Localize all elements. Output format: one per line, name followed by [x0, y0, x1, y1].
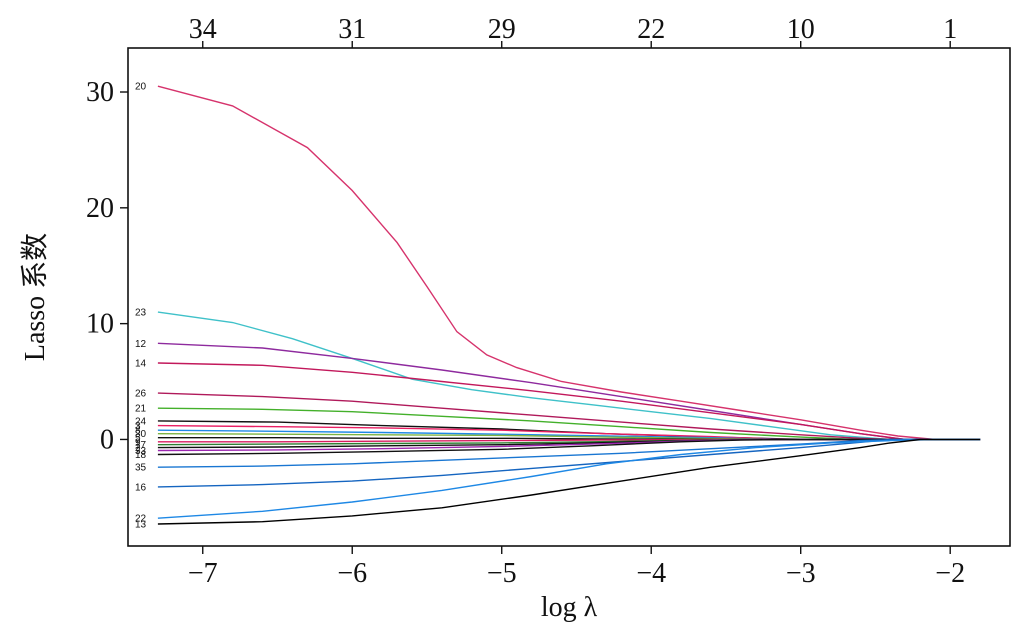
x-axis-bottom: −7 −6 −5 −4 −3 −2 — [188, 546, 965, 589]
coefficient-label-9: 9 — [135, 437, 141, 448]
coefficient-label-35: 35 — [135, 463, 147, 474]
x-axis-top: 34 31 29 22 10 1 — [189, 14, 957, 48]
top-tick-label: 31 — [338, 14, 366, 45]
coefficient-path-22 — [157, 438, 981, 519]
coefficient-path-18 — [157, 438, 981, 456]
series-layer — [157, 85, 981, 525]
coefficient-label-26: 26 — [135, 389, 147, 400]
coefficient-label-21: 21 — [135, 404, 147, 415]
x-tick-label: −4 — [636, 558, 666, 589]
coefficient-path-14 — [157, 362, 981, 441]
x-axis-title: log λ — [541, 592, 598, 623]
coefficient-path-23 — [157, 311, 981, 441]
coefficient-label-18: 18 — [135, 450, 147, 461]
coefficient-label-14: 14 — [135, 359, 147, 370]
coefficient-label-12: 12 — [135, 339, 147, 350]
x-tick-label: −5 — [487, 558, 517, 589]
y-tick-label: 30 — [86, 77, 114, 108]
coefficient-label-30: 30 — [135, 429, 147, 440]
coefficient-label-17: 17 — [135, 440, 147, 451]
y-tick-label: 10 — [86, 309, 114, 340]
x-tick-label: −2 — [935, 558, 965, 589]
x-tick-label: −6 — [337, 558, 367, 589]
plot-frame — [127, 47, 1011, 547]
x-tick-label: −3 — [786, 558, 816, 589]
coefficient-label-24: 24 — [135, 416, 147, 427]
coefficient-label-2: 2 — [135, 443, 141, 454]
coefficient-label-22: 22 — [135, 514, 147, 525]
coefficient-label-23: 23 — [135, 308, 147, 319]
y-axis: 0 10 20 30 — [86, 77, 128, 455]
coefficient-label-20: 20 — [135, 82, 147, 93]
coefficient-path-20 — [157, 85, 981, 441]
coefficient-path-13 — [157, 438, 981, 525]
x-tick-label: −7 — [188, 558, 218, 589]
top-tick-label: 1 — [943, 14, 957, 45]
coefficient-label-13: 13 — [135, 519, 147, 530]
y-tick-label: 0 — [100, 424, 114, 455]
coefficient-label-8: 8 — [135, 426, 141, 437]
top-tick-label: 34 — [189, 14, 217, 45]
coefficient-label-5: 5 — [135, 433, 141, 444]
y-tick-label: 20 — [86, 193, 114, 224]
top-tick-label: 22 — [637, 14, 665, 45]
top-tick-label: 10 — [787, 14, 815, 45]
top-tick-label: 29 — [488, 14, 516, 45]
coefficient-label-3: 3 — [135, 421, 141, 432]
y-axis-title: Lasso 系数 — [19, 233, 51, 361]
coefficient-label-16: 16 — [135, 482, 147, 493]
coefficient-label-33: 33 — [135, 446, 147, 457]
